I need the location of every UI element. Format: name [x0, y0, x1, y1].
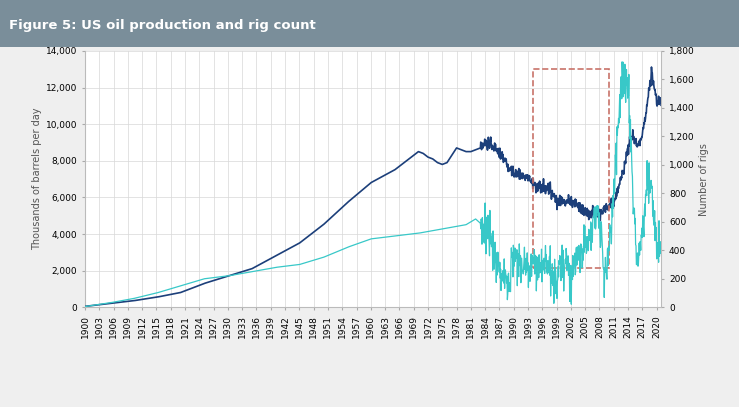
Y-axis label: Thousands of barrels per day: Thousands of barrels per day: [32, 108, 41, 250]
Bar: [533, 69, 609, 267]
Text: Figure 5: US oil production and rig count: Figure 5: US oil production and rig coun…: [9, 19, 316, 32]
Y-axis label: Number of rigs: Number of rigs: [699, 142, 709, 216]
